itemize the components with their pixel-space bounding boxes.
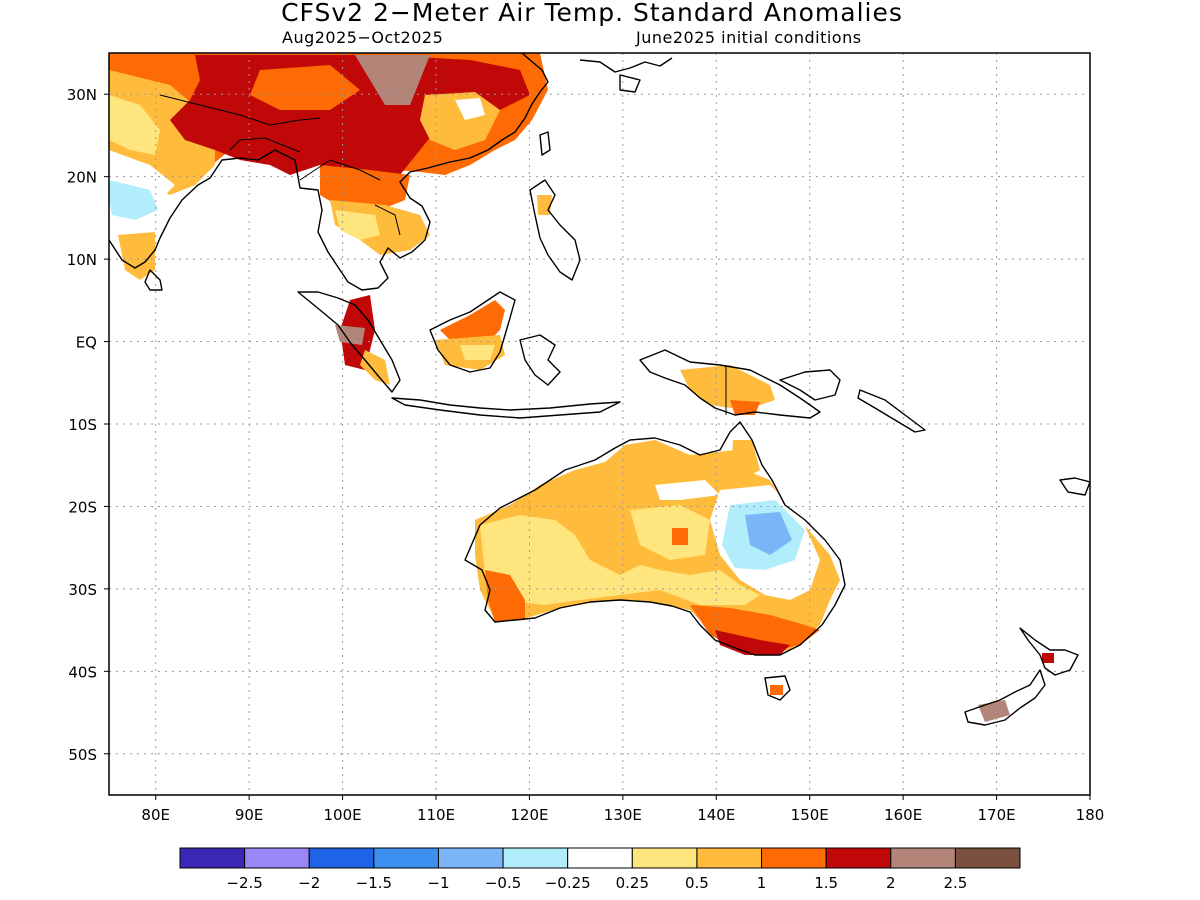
colorbar-label: 1.5	[814, 874, 838, 892]
longitude-labels: 80E 90E 100E 110E 120E 130E 140E 150E 160E 170E 18…	[141, 795, 1104, 824]
colorbar-label: 0.25	[616, 874, 649, 892]
shade-nz-red	[1042, 653, 1054, 663]
lon-label: 100E	[324, 806, 362, 824]
initial-conditions: June2025 initial conditions	[636, 28, 862, 47]
lon-label: 180	[1076, 806, 1105, 824]
shade-india-light	[109, 95, 160, 155]
colorbar-swatch	[761, 847, 827, 869]
anomaly-shading	[109, 53, 1054, 722]
colorbar-label: 0.5	[685, 874, 709, 892]
colorbar-label: −1	[427, 874, 449, 892]
shade-indochina-orange	[320, 165, 410, 210]
colorbar-swatch	[825, 847, 892, 869]
colorbar-swatch	[244, 847, 310, 869]
lon-label: 160E	[884, 806, 922, 824]
shade-tibet-brown	[355, 55, 430, 105]
colorbar-swatch	[308, 847, 375, 869]
lat-label: 50S	[68, 746, 97, 764]
lon-label: 110E	[417, 806, 455, 824]
shade-cape-york	[732, 440, 760, 480]
colorbar-label: 2.5	[943, 874, 967, 892]
shade-india-south	[118, 232, 155, 280]
colorbar-swatch	[567, 847, 633, 869]
coastlines	[109, 53, 1090, 726]
shade-australia-se-red	[715, 630, 790, 655]
lat-label: EQ	[76, 334, 97, 352]
colorbar-label: −0.5	[485, 874, 521, 892]
shade-australia-light	[480, 515, 760, 605]
shade-newguinea-yellow	[680, 365, 775, 410]
lon-label: 130E	[604, 806, 642, 824]
shade-india-cyan	[109, 180, 158, 220]
shade-indochina-light	[335, 210, 380, 240]
colorbar-label: 1	[757, 874, 767, 892]
shade-nz-brown	[978, 700, 1010, 722]
lat-lon-grid	[109, 53, 1090, 795]
shade-australia-white-north	[655, 480, 720, 500]
page-title: CFSv2 2−Meter Air Temp. Standard Anomali…	[281, 0, 903, 27]
colorbar-label: 2	[886, 874, 896, 892]
lat-label: 20S	[68, 498, 97, 516]
shade-asia-orange-inner	[250, 65, 360, 110]
lat-label: 20N	[67, 169, 97, 187]
lat-label: 10S	[68, 416, 97, 434]
lat-label: 10N	[67, 251, 97, 269]
colorbar-swatch	[502, 847, 569, 869]
colorbar-swatch	[954, 847, 1021, 869]
shade-australia-blue	[745, 512, 792, 555]
lon-label: 140E	[697, 806, 735, 824]
shade-borneo-orange	[440, 300, 505, 345]
colorbar-swatch	[373, 847, 439, 869]
lon-label: 170E	[978, 806, 1016, 824]
shade-newguinea-orange	[730, 400, 760, 415]
shade-australia-center-orange	[672, 528, 688, 545]
colorbar-labels: −2.5 −2 −1.5 −1 −0.5 −0.25 0.25 0.5 1 1.5 2 2.5	[226, 874, 967, 892]
colorbar-swatch	[696, 847, 763, 869]
shade-borneo-light	[460, 345, 495, 360]
colorbar-label: −2.5	[226, 874, 262, 892]
colorbar-label: −2	[298, 874, 320, 892]
latitude-labels: 30N 20N 10N EQ 10S 20S 30S 40S 50S	[67, 86, 109, 764]
shade-australia-sw-orange	[485, 570, 525, 622]
forecast-period: Aug2025−Oct2025	[282, 28, 444, 47]
lon-label: 150E	[791, 806, 829, 824]
colorbar-label: −1.5	[356, 874, 392, 892]
shade-australia-light-central	[630, 505, 710, 560]
colorbar-swatch	[890, 847, 956, 869]
shade-tasmania	[770, 685, 783, 695]
lon-label: 120E	[510, 806, 548, 824]
colorbar-label: −0.25	[545, 874, 591, 892]
lon-label: 90E	[235, 806, 264, 824]
colorbar-swatch	[631, 847, 698, 869]
shade-sumatra-yellow	[360, 350, 390, 385]
lat-label: 30N	[67, 86, 97, 104]
colorbar-swatch	[437, 847, 504, 869]
shade-china-white	[455, 98, 485, 120]
colorbar	[179, 847, 1021, 869]
lon-label: 80E	[141, 806, 170, 824]
colorbar-swatch	[179, 847, 246, 869]
lat-label: 30S	[68, 581, 97, 599]
lat-label: 40S	[68, 663, 97, 681]
